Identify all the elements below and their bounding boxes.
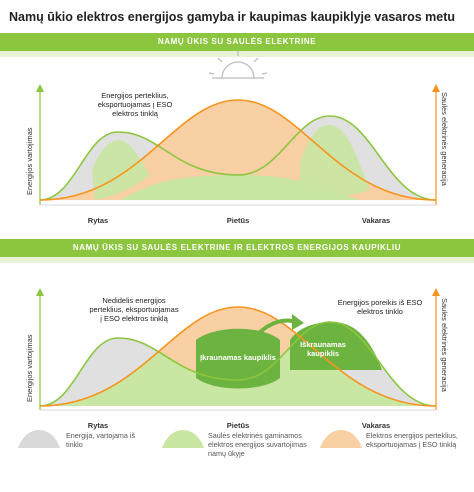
section2-left-axis-label: Energijos vartojimas [25, 334, 34, 402]
battery-charging-area [196, 328, 280, 389]
section1-left-axis-label: Energijos vartojimas [25, 127, 34, 195]
section2-x-label-noon: Pietūs [226, 421, 250, 430]
legend-text-export: Elektros energijos perteklius, eksportuo… [366, 431, 458, 449]
section1-banner-edge [0, 51, 474, 57]
sun-icon [208, 51, 268, 79]
legend-swatch-export [320, 430, 362, 448]
legend-text-grid: Energija, vartojama iš tinklo [66, 431, 136, 449]
section1-annotation: Energijos perteklius, eksportuojamas į E… [97, 91, 173, 118]
section2-banner-edge [0, 257, 474, 263]
page-title: Namų ūkio elektros energijos gamyba ir k… [9, 10, 456, 24]
section2-banner: NAMŲ ŪKIS SU SAULĖS ELEKTRINE IR ELEKTRO… [0, 239, 474, 257]
battery-discharging-area [290, 322, 382, 370]
legend-swatch-self-consumption [162, 430, 204, 448]
section2-solar-line [39, 306, 437, 407]
section1-x-label-morning: Rytas [87, 216, 109, 225]
section1-consumption-line [39, 115, 437, 201]
arrow-right-icon [256, 314, 304, 336]
legend-swatch-grid [18, 430, 60, 448]
battery-discharging-label: Iškraunamas kaupiklis [300, 340, 346, 358]
section2-annotation-right: Energijos poreikis iš ESO elektros tinkl… [337, 298, 423, 316]
section1-x-label-evening: Vakaras [361, 216, 391, 225]
legend-text-self-consumption: Saulės elektrinės gaminamos elektros ene… [208, 431, 307, 458]
section1-x-label-noon: Pietūs [226, 216, 250, 225]
section2-x-label-morning: Rytas [87, 421, 109, 430]
section1-banner: NAMŲ ŪKIS SU SAULĖS ELEKTRINE [0, 33, 474, 51]
battery-charging-label: Įkraunamas kaupiklis [200, 353, 276, 362]
section2-annotation-left: Nedidelis energijos perteklius, eksportu… [89, 296, 179, 323]
section2-x-label-evening: Vakaras [361, 421, 391, 430]
section1-right-axis-label: Saulės elektrinės generacija [440, 92, 449, 186]
section2-consumption-line [39, 321, 437, 407]
section2-right-axis-label: Saulės elektrinės generacija [440, 298, 449, 392]
section1-solar-line [39, 99, 437, 201]
